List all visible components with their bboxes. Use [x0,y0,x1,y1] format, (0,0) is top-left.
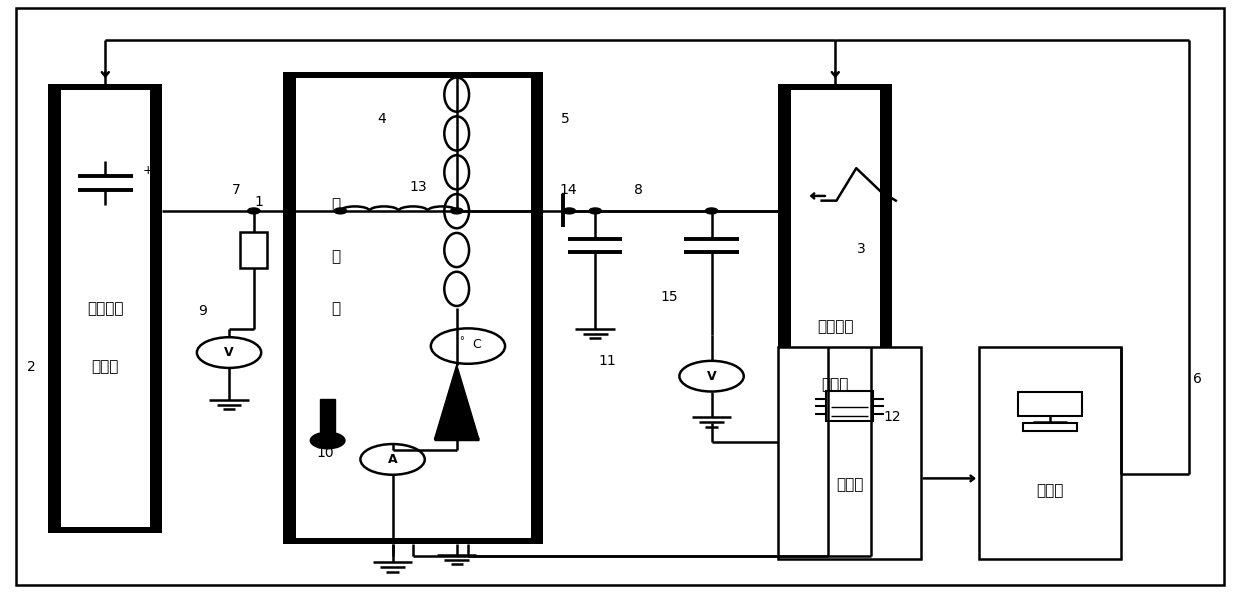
Bar [1018,392,1083,416]
Text: 5: 5 [562,113,570,126]
Text: °: ° [459,336,464,346]
Text: 4: 4 [377,113,386,126]
Text: C: C [472,339,481,352]
Text: 箱: 箱 [331,301,340,316]
Text: 温: 温 [331,249,340,264]
Circle shape [563,208,575,214]
Text: 恒: 恒 [331,197,340,212]
Text: 3: 3 [857,243,866,256]
Text: 12: 12 [883,410,901,425]
Text: 冲击电流: 冲击电流 [817,319,853,334]
Text: 13: 13 [409,180,427,195]
Text: V: V [707,369,717,382]
Text: V: V [224,346,234,359]
Circle shape [248,208,260,214]
Text: 15: 15 [661,289,678,304]
Bar [779,347,920,559]
Text: 9: 9 [198,304,207,318]
Bar [791,90,880,527]
Text: 2: 2 [27,361,36,374]
Text: 14: 14 [559,183,577,197]
Text: +: + [143,164,153,177]
Bar [241,232,268,268]
Circle shape [450,208,463,214]
Text: 发生器: 发生器 [822,377,849,392]
Circle shape [335,208,346,214]
Bar [61,90,150,527]
Text: 10: 10 [316,446,335,460]
Text: 采集卡: 采集卡 [836,477,863,492]
Text: 工控机: 工控机 [1037,484,1064,499]
Bar [978,347,1121,559]
Text: 7: 7 [232,183,241,197]
Bar [779,84,893,533]
Text: 1: 1 [254,195,263,209]
Bar [1023,423,1078,431]
Text: 直流电压: 直流电压 [87,301,124,316]
Text: 发生器: 发生器 [92,359,119,374]
Bar [296,78,531,538]
Bar [826,391,873,421]
Circle shape [706,208,718,214]
Circle shape [310,432,345,449]
Text: 11: 11 [599,355,616,368]
Bar [320,399,335,441]
Polygon shape [434,365,479,439]
Text: A: A [388,453,397,466]
Bar [284,72,543,544]
Text: 6: 6 [1193,372,1203,386]
Bar [48,84,162,533]
Text: 8: 8 [634,183,644,197]
Circle shape [589,208,601,214]
